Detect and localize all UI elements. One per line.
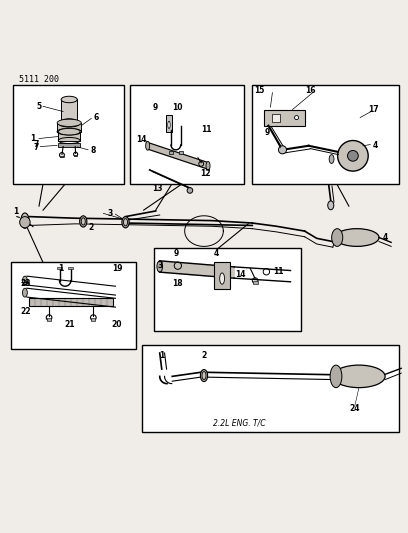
Bar (57, 123, 81, 132)
Text: 5111 200: 5111 200 (19, 75, 59, 84)
Ellipse shape (330, 365, 342, 387)
Text: 11: 11 (201, 125, 211, 134)
Ellipse shape (335, 229, 379, 246)
Bar (11, 262, 135, 349)
Bar (58, 143, 80, 147)
Text: 11: 11 (273, 267, 284, 276)
Ellipse shape (21, 213, 29, 228)
Text: 9: 9 (153, 103, 158, 112)
Text: 10: 10 (172, 103, 182, 112)
Text: 5: 5 (36, 102, 42, 111)
Text: 1: 1 (159, 351, 164, 360)
Bar (29, 298, 113, 305)
Text: 24: 24 (350, 403, 360, 413)
Bar (253, 281, 257, 284)
Circle shape (348, 150, 358, 161)
Bar (179, 151, 183, 154)
Circle shape (337, 141, 368, 171)
Bar (273, 114, 280, 122)
Text: 15: 15 (254, 86, 265, 95)
Ellipse shape (200, 369, 208, 382)
Text: 13: 13 (153, 183, 163, 192)
Bar (47, 318, 51, 321)
Text: 14: 14 (136, 135, 147, 144)
Bar (166, 115, 172, 132)
Bar (130, 85, 244, 184)
Ellipse shape (81, 218, 85, 225)
Bar (169, 151, 173, 154)
Text: 4: 4 (373, 141, 378, 150)
Text: 3: 3 (108, 209, 113, 218)
Text: 14: 14 (235, 270, 246, 279)
Bar (58, 132, 80, 141)
Ellipse shape (61, 96, 77, 103)
Circle shape (295, 116, 299, 119)
Ellipse shape (57, 119, 81, 126)
Text: 19: 19 (112, 264, 123, 273)
Bar (69, 267, 73, 269)
Ellipse shape (206, 161, 210, 171)
Bar (91, 318, 95, 321)
Ellipse shape (124, 219, 128, 226)
Ellipse shape (157, 261, 162, 272)
Text: 1: 1 (13, 207, 18, 216)
Text: 4: 4 (213, 249, 219, 258)
Ellipse shape (202, 372, 206, 379)
Text: 1: 1 (58, 264, 64, 273)
Text: 18: 18 (172, 279, 182, 288)
Text: 7: 7 (33, 143, 39, 152)
Text: 2: 2 (202, 351, 206, 360)
Ellipse shape (220, 273, 224, 284)
Polygon shape (160, 261, 234, 278)
Bar (214, 262, 230, 289)
Bar (60, 156, 64, 157)
Ellipse shape (22, 276, 27, 285)
Ellipse shape (328, 201, 334, 210)
Bar (264, 110, 305, 126)
Text: 7: 7 (33, 140, 39, 149)
Text: 8: 8 (91, 146, 96, 155)
Text: 3: 3 (157, 261, 162, 270)
Bar (154, 248, 301, 331)
Ellipse shape (329, 155, 334, 164)
Text: 12: 12 (200, 169, 211, 179)
Text: 2.2L ENG. T/C: 2.2L ENG. T/C (213, 418, 266, 427)
Text: 17: 17 (368, 105, 378, 114)
Text: 23: 23 (21, 279, 31, 288)
Text: 16: 16 (306, 86, 316, 95)
Text: 9: 9 (265, 128, 270, 138)
Circle shape (187, 188, 193, 193)
Bar (74, 155, 77, 156)
Polygon shape (146, 142, 209, 169)
Text: 20: 20 (111, 320, 122, 328)
Text: 2: 2 (89, 223, 94, 231)
Bar (61, 100, 77, 122)
Bar (142, 345, 399, 432)
Text: 21: 21 (64, 320, 74, 329)
Ellipse shape (80, 216, 87, 227)
Bar (57, 267, 62, 269)
Text: 22: 22 (21, 308, 31, 317)
Text: 4: 4 (382, 233, 388, 242)
Ellipse shape (333, 365, 385, 387)
Ellipse shape (146, 141, 150, 150)
Ellipse shape (168, 121, 170, 128)
Text: 1: 1 (30, 134, 35, 143)
Bar (252, 85, 399, 184)
Bar (13, 85, 124, 184)
Ellipse shape (22, 288, 27, 297)
Text: 9: 9 (173, 249, 178, 258)
Ellipse shape (122, 216, 129, 228)
Ellipse shape (332, 229, 343, 246)
Text: 6: 6 (94, 113, 99, 122)
Ellipse shape (58, 128, 80, 135)
Circle shape (278, 146, 286, 154)
Ellipse shape (20, 216, 30, 228)
